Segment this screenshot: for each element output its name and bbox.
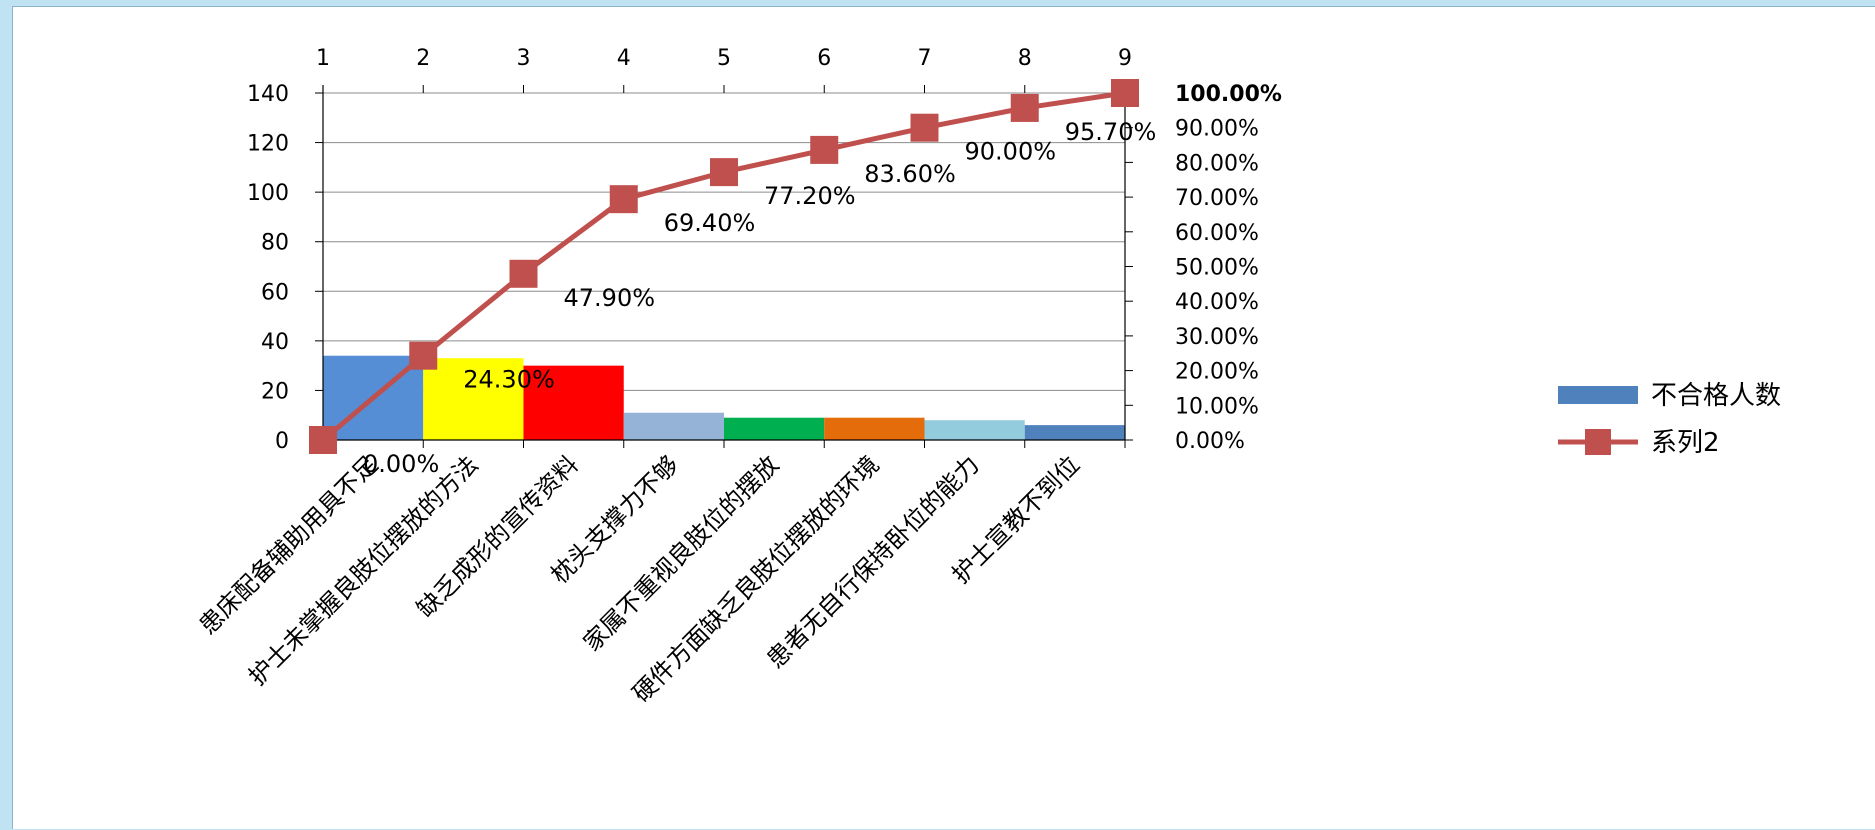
bar: [1024, 425, 1125, 440]
right-tick-label: 50.00%: [1175, 256, 1259, 281]
legend: 不合格人数 系列2: [1558, 381, 1781, 458]
line-data-label: 90.00%: [965, 138, 1057, 166]
cumulative-line: [309, 79, 1139, 454]
chart-panel: 0 20 40 60 80 100 120 140 0.00% 10.00% 20.00% 30.0…: [12, 6, 1875, 829]
legend-swatch-bar: [1558, 386, 1638, 404]
top-tick-label: 3: [517, 46, 531, 71]
right-tick-label: 100.00%: [1175, 82, 1282, 107]
line-marker: [1010, 93, 1039, 122]
category-label: 家属不重视良肢位的摆放: [578, 450, 784, 656]
top-tick-label: 9: [1118, 46, 1132, 71]
left-tick-label: 0: [275, 429, 289, 454]
top-tick-label: 2: [416, 46, 430, 71]
line-data-label: 69.40%: [664, 209, 756, 237]
left-tick-label: 20: [261, 379, 289, 404]
left-tick-label: 100: [247, 181, 289, 206]
bars: [323, 355, 1125, 440]
right-axis-ticks: 0.00% 10.00% 20.00% 30.00% 40.00% 50.00% 60.00…: [1125, 82, 1282, 454]
bar: [724, 417, 825, 440]
line-data-label: 77.20%: [764, 182, 856, 210]
line-marker: [1111, 79, 1139, 107]
line-marker: [710, 158, 738, 187]
category-label: 患床配备辅助用具不足: [194, 450, 384, 640]
bar: [924, 420, 1025, 440]
line-data-label: 0.00%: [363, 450, 439, 478]
left-tick-label: 140: [247, 82, 289, 107]
right-tick-label: 10.00%: [1175, 394, 1259, 419]
line-marker: [509, 259, 538, 288]
left-tick-label: 40: [261, 330, 289, 355]
category-labels: 患床配备辅助用具不足护士未掌握良肢位摆放的方法缺乏成形的宣传资料枕头支撑力不够家…: [194, 450, 1085, 707]
top-tick-label: 6: [817, 46, 831, 71]
line-data-labels: 0.00% 24.30% 47.90% 69.40% 77.20% 83.60% 90.00…: [363, 118, 1156, 478]
top-tick-label: 5: [717, 46, 731, 71]
line-data-label: 83.60%: [864, 160, 956, 188]
top-tick-label: 8: [1018, 46, 1032, 71]
bar: [523, 365, 624, 440]
line-marker: [810, 135, 839, 164]
line-marker: [409, 341, 438, 370]
left-tick-label: 120: [247, 132, 289, 157]
top-tick-label: 1: [316, 46, 330, 71]
left-tick-label: 80: [261, 231, 289, 256]
line-data-label: 24.30%: [463, 366, 555, 394]
right-tick-label: 60.00%: [1175, 221, 1259, 246]
line-data-label: 47.90%: [564, 284, 656, 312]
right-tick-label: 80.00%: [1175, 151, 1259, 176]
bar: [423, 358, 524, 440]
legend-swatch-marker: [1585, 429, 1611, 455]
legend-label-line: 系列2: [1651, 428, 1720, 458]
category-label: 患者无自行保持卧位的能力: [761, 450, 984, 673]
top-axis-ticks: 1 2 3 4 5 6 7 8 9: [316, 46, 1132, 93]
left-axis-ticks: 0 20 40 60 80 100 120 140: [247, 82, 323, 454]
axes: [322, 85, 1126, 448]
legend-label-bar: 不合格人数: [1651, 381, 1781, 411]
line-marker: [910, 113, 939, 142]
top-tick-label: 7: [918, 46, 932, 71]
line-data-label: 95.70%: [1065, 118, 1157, 146]
line-marker: [609, 185, 638, 214]
right-tick-label: 20.00%: [1175, 360, 1259, 385]
line-marker: [309, 426, 337, 454]
left-tick-label: 60: [261, 280, 289, 305]
right-tick-label: 90.00%: [1175, 117, 1259, 142]
right-tick-label: 30.00%: [1175, 325, 1259, 350]
right-tick-label: 40.00%: [1175, 290, 1259, 315]
right-tick-label: 70.00%: [1175, 186, 1259, 211]
bar: [824, 417, 925, 440]
bar: [623, 412, 724, 440]
gridlines: [323, 92, 1125, 391]
right-tick-label: 0.00%: [1175, 429, 1245, 454]
top-tick-label: 4: [617, 46, 631, 71]
